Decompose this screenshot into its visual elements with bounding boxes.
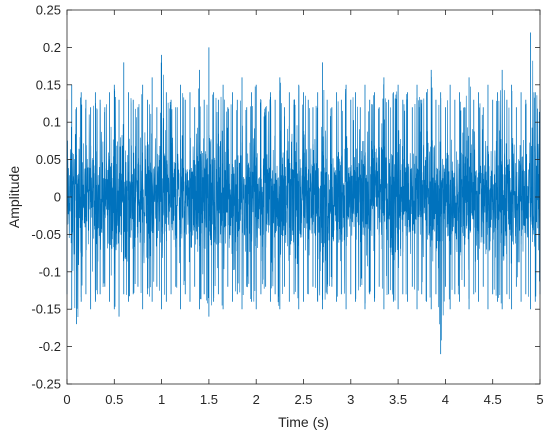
y-tick-label: -0.25: [31, 377, 61, 392]
x-ticks: 0 0.5 1 1.5 2 2.5 3 3.5 4 4.5 5: [63, 10, 544, 407]
x-tick-label: 2.5: [294, 392, 312, 407]
y-tick-label: 0.2: [43, 40, 61, 55]
x-tick-label: 0: [63, 392, 70, 407]
y-axis-label: Amplitude: [6, 166, 22, 228]
x-tick-label: 2: [253, 392, 260, 407]
y-tick-label: -0.1: [39, 264, 61, 279]
y-tick-label: -0.05: [31, 227, 61, 242]
y-tick-label: 0.1: [43, 115, 61, 130]
x-tick-label: 3.5: [389, 392, 407, 407]
x-tick-label: 1: [158, 392, 165, 407]
y-tick-label: 0.15: [36, 77, 61, 92]
x-tick-label: 0.5: [105, 392, 123, 407]
x-axis-label: Time (s): [278, 414, 329, 430]
x-tick-label: 1.5: [200, 392, 218, 407]
y-tick-label: 0.05: [36, 152, 61, 167]
y-tick-label: -0.15: [31, 302, 61, 317]
y-tick-label: 0.25: [36, 3, 61, 18]
x-tick-label: 4.5: [484, 392, 502, 407]
x-tick-label: 4: [442, 392, 449, 407]
x-tick-label: 5: [536, 392, 543, 407]
y-tick-label: -0.2: [39, 339, 61, 354]
x-tick-label: 3: [347, 392, 354, 407]
y-tick-label: 0: [54, 190, 61, 205]
y-ticks: -0.25 -0.2 -0.15 -0.1 -0.05 0 0.05 0.1 0.15 0.2 0.…: [31, 3, 540, 392]
